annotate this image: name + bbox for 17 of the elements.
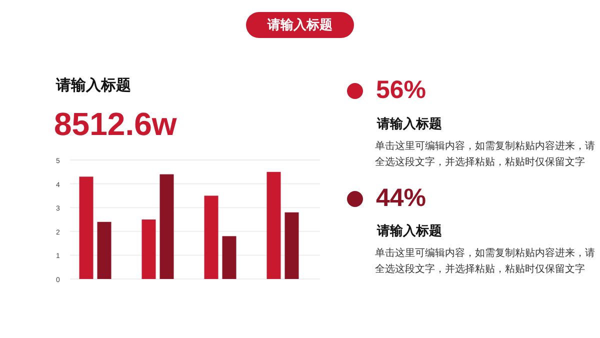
text: 56% [376, 76, 426, 105]
bar [266, 172, 281, 279]
text: 请输入标题 [377, 115, 442, 133]
text: 单击这里可编辑内容，如需复制粘贴内容进来，请全选这段文字，并选择粘贴，粘贴时仅保留文字 [375, 140, 596, 170]
text: 请输入标题 [377, 222, 442, 240]
text: 8512.6w [54, 106, 177, 143]
text: 44% [376, 184, 426, 213]
chart-subtitle: 请输入标题 [56, 76, 131, 95]
chart-title: 请输入标题 [246, 12, 354, 38]
bar [142, 220, 156, 279]
bar [79, 176, 94, 279]
bar [284, 212, 299, 279]
bar [222, 236, 236, 279]
bar [160, 174, 174, 279]
bar [97, 222, 112, 279]
text: 单击这里可编辑内容，如需复制粘贴内容进来，请全选这段文字，并选择粘贴，粘贴时仅保留文字 [375, 246, 596, 277]
bar [204, 196, 218, 279]
